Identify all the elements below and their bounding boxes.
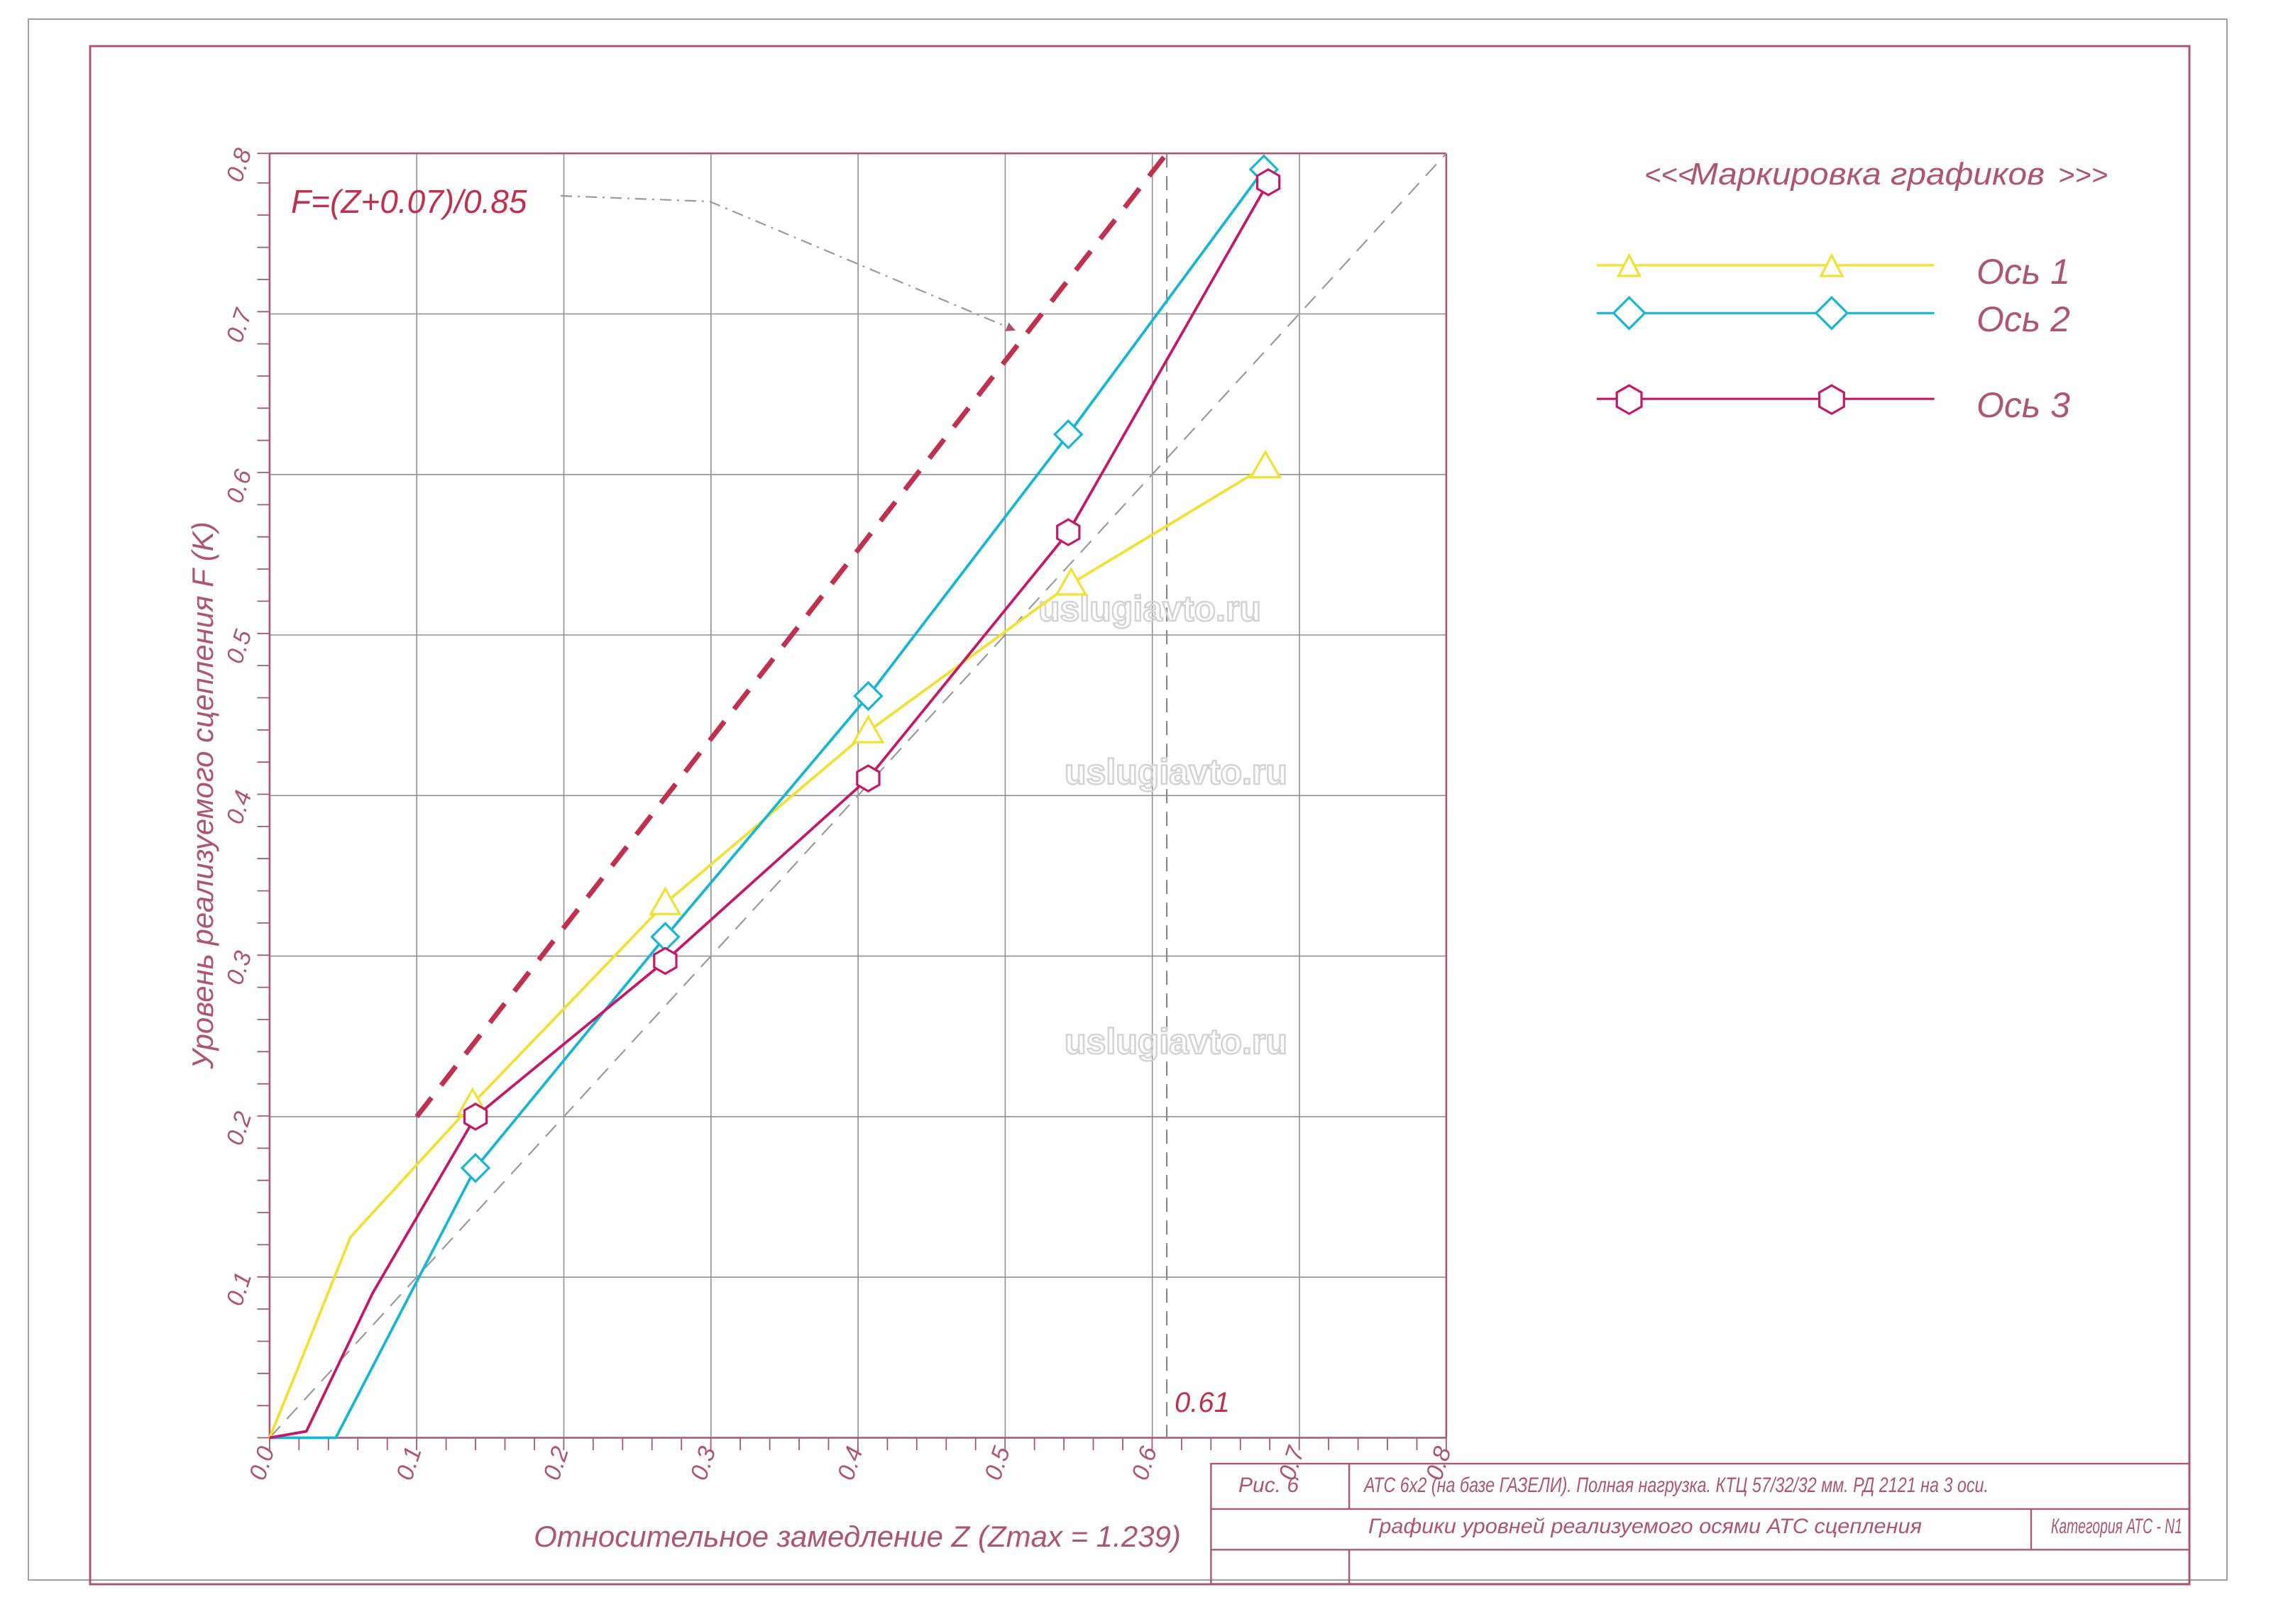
svg-text:0.1: 0.1 (221, 1269, 258, 1309)
svg-text:Рис. 6: Рис. 6 (1238, 1474, 1299, 1497)
svg-text:>>>: >>> (2058, 160, 2108, 191)
svg-text:0.5: 0.5 (979, 1443, 1016, 1484)
svg-text:0.2: 0.2 (538, 1443, 574, 1484)
svg-text:F=(Z+0.07)/0.85: F=(Z+0.07)/0.85 (291, 183, 527, 220)
svg-text:0.5: 0.5 (221, 626, 258, 667)
svg-text:0.1: 0.1 (391, 1443, 427, 1484)
svg-text:uslugiavto.ru: uslugiavto.ru (1065, 752, 1287, 792)
svg-text:0.0: 0.0 (244, 1443, 280, 1484)
svg-text:Ось 2: Ось 2 (1976, 299, 2070, 339)
svg-text:Уровень реализуемого сцепления: Уровень реализуемого сцепления F (K) (186, 521, 219, 1070)
svg-text:0.2: 0.2 (221, 1108, 258, 1149)
svg-text:0.6: 0.6 (1126, 1443, 1162, 1484)
svg-text:Маркировка графиков: Маркировка графиков (1690, 157, 2045, 192)
svg-text:Ось 3: Ось 3 (1976, 385, 2070, 425)
svg-text:Ось 1: Ось 1 (1976, 252, 2070, 292)
svg-text:АТС 6х2 (на базе ГАЗЕЛИ). Пол: АТС 6х2 (на базе ГАЗЕЛИ). Полная нагрузк… (1363, 1474, 1989, 1497)
svg-text:Категория АТС - N1: Категория АТС - N1 (2051, 1515, 2182, 1538)
svg-text:0.61: 0.61 (1175, 1387, 1230, 1418)
svg-text:<<<: <<< (1644, 160, 1694, 191)
svg-text:0.4: 0.4 (221, 788, 258, 828)
svg-text:0.6: 0.6 (221, 466, 258, 507)
svg-text:0.3: 0.3 (221, 948, 258, 988)
svg-text:uslugiavto.ru: uslugiavto.ru (1065, 1022, 1287, 1061)
svg-text:Графики уровней реализуемого о: Графики уровней реализуемого осями АТС с… (1368, 1515, 1922, 1538)
svg-text:0.4: 0.4 (832, 1443, 869, 1484)
svg-text:0.3: 0.3 (686, 1443, 722, 1484)
svg-text:Относительное замедление Z (Zm: Относительное замедление Z (Zmax = 1.239… (534, 1520, 1181, 1553)
svg-text:0.7: 0.7 (221, 305, 258, 346)
svg-text:0.8: 0.8 (221, 145, 258, 185)
